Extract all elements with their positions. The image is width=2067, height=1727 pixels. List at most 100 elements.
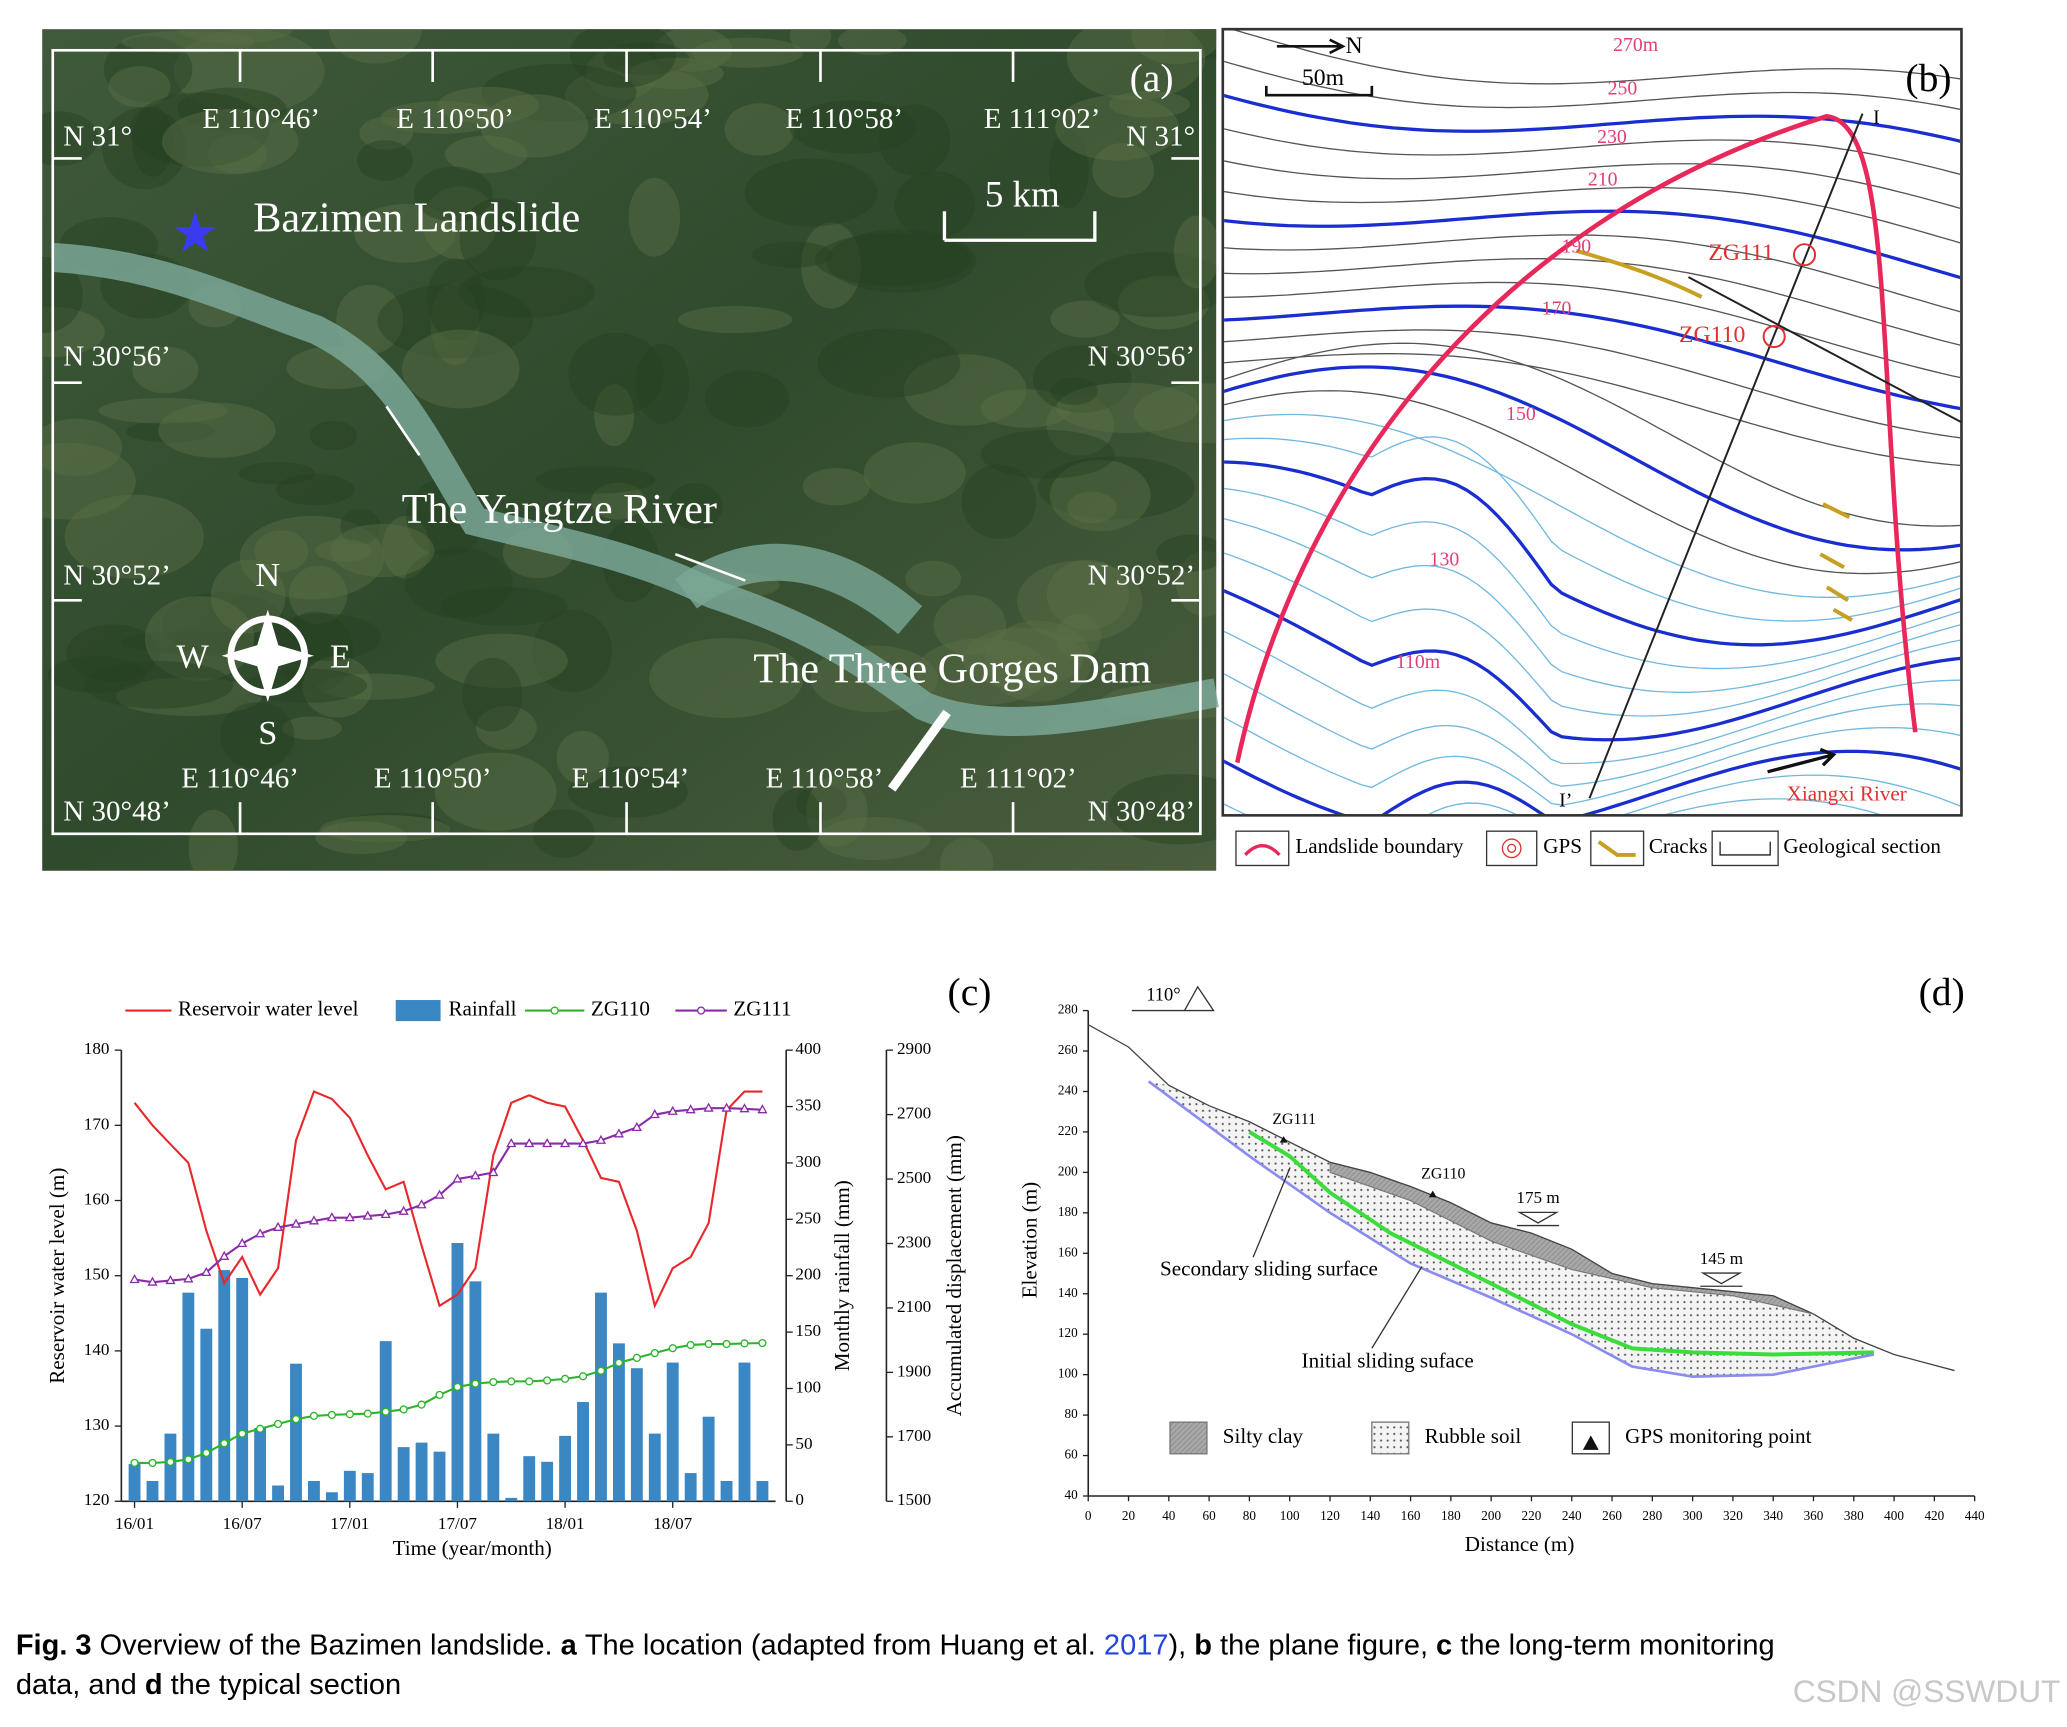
bottom-lon: E 110°46’ — [181, 763, 299, 795]
x-tick-label: 300 — [1683, 1508, 1703, 1523]
y-tick-label: 150 — [84, 1265, 110, 1284]
terrain-patch — [789, 100, 917, 154]
y-tick-label: 260 — [1058, 1042, 1078, 1057]
bar — [487, 1433, 500, 1502]
y-tick-label: 120 — [84, 1490, 110, 1509]
terrain-patch — [354, 204, 456, 263]
terrain-patch — [404, 547, 513, 619]
marker — [147, 1276, 158, 1286]
terrain-patch — [426, 258, 486, 341]
terrain-patch — [42, 442, 136, 520]
marker — [381, 1407, 390, 1416]
marker — [380, 1208, 391, 1219]
panel-d: 40 60 80 100 120 140 160 180 200 220 240 260 280 0 20 4… — [1017, 970, 1985, 1556]
marker — [722, 1339, 731, 1349]
bar — [415, 1442, 428, 1502]
water-level-label: 175 m — [1516, 1188, 1560, 1207]
legend-label: Rubble soil — [1425, 1424, 1522, 1448]
marker — [542, 1138, 553, 1148]
contour-line — [1665, 798, 1881, 815]
terrain-patch — [320, 815, 450, 843]
landslide-boundary — [1235, 113, 1918, 764]
marker — [255, 1228, 266, 1238]
marker — [578, 1372, 588, 1381]
marker — [362, 1210, 373, 1220]
terrain-patch — [102, 107, 187, 190]
marker — [130, 1458, 139, 1468]
panel-a: E 110°46’ E 110°50’ E 110°54’ E 110°58’ E 11… — [42, 29, 1219, 871]
terrain-patch — [649, 637, 804, 719]
y-tick-label: 160 — [84, 1189, 110, 1208]
x-tick-label: 220 — [1522, 1508, 1542, 1523]
marker — [327, 1410, 336, 1420]
compass-label: E — [330, 638, 351, 676]
contour-line — [1224, 390, 1961, 575]
caption-line-2: data, and d the typical section — [16, 1669, 401, 1701]
scale-label: 50m — [1302, 65, 1345, 91]
y3-tick-label: 1700 — [897, 1426, 931, 1445]
contour-label: 110m — [1396, 651, 1441, 673]
legend-label: GPS monitoring point — [1625, 1424, 1811, 1448]
terrain-patch — [108, 66, 171, 108]
terrain-patch — [42, 111, 99, 166]
bar — [361, 1473, 374, 1502]
terrain-patch — [1133, 383, 1217, 444]
contour-label: 150 — [1506, 403, 1536, 425]
marker — [344, 1212, 355, 1222]
bar — [164, 1433, 177, 1502]
terrain-patch — [789, 29, 832, 53]
legend-marker — [697, 1006, 706, 1015]
bar — [218, 1270, 231, 1502]
terrain-patch — [440, 587, 568, 626]
marker — [166, 1457, 175, 1467]
bar — [738, 1362, 751, 1502]
terrain-patch — [1066, 29, 1206, 101]
caption-fig: Fig. 3 — [16, 1629, 92, 1661]
bar — [272, 1485, 284, 1502]
terrain-patch — [903, 354, 1027, 426]
bar — [236, 1277, 249, 1502]
contour-line — [1224, 518, 1961, 693]
contour-line — [1224, 281, 1961, 379]
terrain-patch — [220, 702, 295, 770]
terrain-patch — [162, 108, 299, 175]
bar — [433, 1451, 446, 1502]
x-tick-label: 80 — [1243, 1508, 1257, 1523]
y3-tick-label: 1500 — [897, 1490, 931, 1509]
y2-tick-label: 50 — [795, 1434, 812, 1453]
left-lat: N 30°56’ — [63, 341, 170, 373]
right-lat: N 31° — [1126, 120, 1195, 152]
x-tick-label: 440 — [1965, 1508, 1985, 1523]
caption-ref[interactable]: 2017 — [1104, 1629, 1169, 1661]
y2-tick-label: 100 — [795, 1377, 821, 1396]
terrain-patch — [162, 591, 285, 657]
x-tick-label: 380 — [1844, 1508, 1864, 1523]
terrain-patch — [481, 63, 637, 122]
terrain-patch — [158, 402, 276, 458]
y-tick-label: 180 — [1058, 1204, 1078, 1219]
contour-label: 230 — [1597, 126, 1627, 148]
marker — [703, 1102, 714, 1112]
water-level-label: 145 m — [1700, 1249, 1744, 1268]
terrain-patch — [178, 29, 293, 44]
terrain-patch — [1166, 29, 1217, 66]
terrain-patch — [751, 241, 834, 268]
caption-a-end: ), — [1168, 1629, 1186, 1661]
terrain-patch — [476, 705, 537, 750]
legend-label: Landslide boundary — [1295, 834, 1464, 858]
bottom-lon: E 110°50’ — [374, 763, 492, 795]
left-lat: N 30°48’ — [63, 796, 170, 828]
silty-clay-base — [1329, 1171, 1814, 1315]
river-arrow — [1767, 747, 1837, 774]
marker — [345, 1410, 354, 1419]
contour-line — [1224, 630, 1961, 765]
bar — [523, 1456, 536, 1502]
y2-axis-title: Monthly rainfall (mm) — [830, 1180, 854, 1371]
annotation: Initial sliding suface — [1302, 1349, 1474, 1373]
terrain-patch — [480, 94, 589, 158]
contour-line — [1224, 552, 1961, 717]
x-tick-label: 280 — [1642, 1508, 1662, 1523]
x-tick-label: 400 — [1884, 1508, 1904, 1523]
y-tick-label: 240 — [1058, 1083, 1078, 1098]
terrain-patch — [894, 171, 976, 239]
